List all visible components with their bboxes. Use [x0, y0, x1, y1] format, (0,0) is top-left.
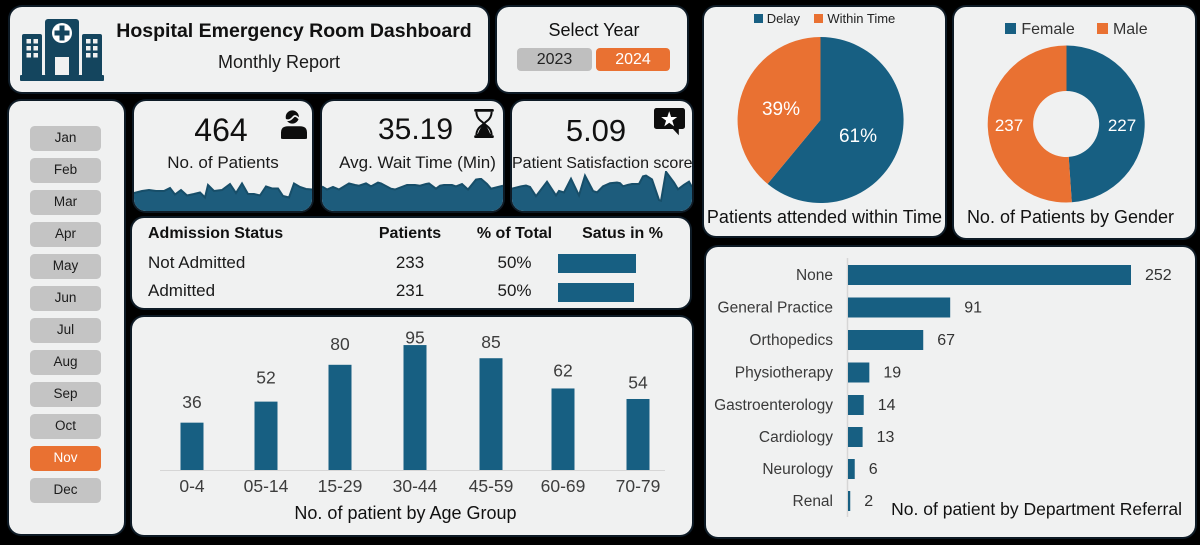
- svg-text:252: 252: [1145, 267, 1172, 284]
- svg-text:45-59: 45-59: [469, 476, 514, 496]
- svg-text:227: 227: [1108, 116, 1136, 135]
- svg-text:60-69: 60-69: [541, 476, 586, 496]
- svg-text:Neurology: Neurology: [762, 461, 833, 478]
- svg-text:Cardiology: Cardiology: [759, 429, 833, 446]
- svg-text:0-4: 0-4: [179, 476, 205, 496]
- svg-text:General Practice: General Practice: [718, 300, 833, 317]
- svg-text:Physiotherapy: Physiotherapy: [735, 365, 833, 382]
- svg-text:54: 54: [628, 373, 648, 393]
- svg-text:30-44: 30-44: [393, 476, 438, 496]
- svg-text:80: 80: [330, 334, 350, 354]
- svg-text:15-29: 15-29: [318, 476, 363, 496]
- svg-text:19: 19: [883, 365, 901, 382]
- svg-text:None: None: [796, 267, 833, 284]
- svg-text:91: 91: [964, 300, 982, 317]
- svg-text:237: 237: [995, 116, 1023, 135]
- svg-text:67: 67: [937, 332, 955, 349]
- svg-text:6: 6: [869, 461, 878, 478]
- svg-text:Renal: Renal: [793, 493, 834, 510]
- svg-text:85: 85: [481, 332, 500, 352]
- svg-text:2: 2: [864, 493, 873, 510]
- svg-text:70-79: 70-79: [616, 476, 661, 496]
- svg-text:95: 95: [405, 328, 424, 348]
- svg-text:05-14: 05-14: [244, 476, 289, 496]
- svg-text:61%: 61%: [839, 126, 877, 147]
- svg-text:36: 36: [182, 392, 201, 412]
- svg-text:13: 13: [877, 429, 895, 446]
- svg-text:52: 52: [256, 368, 275, 388]
- svg-text:Orthopedics: Orthopedics: [749, 332, 833, 349]
- svg-text:62: 62: [553, 361, 572, 381]
- svg-text:14: 14: [878, 397, 896, 414]
- svg-text:39%: 39%: [762, 99, 800, 120]
- svg-text:Gastroenterology: Gastroenterology: [714, 397, 833, 414]
